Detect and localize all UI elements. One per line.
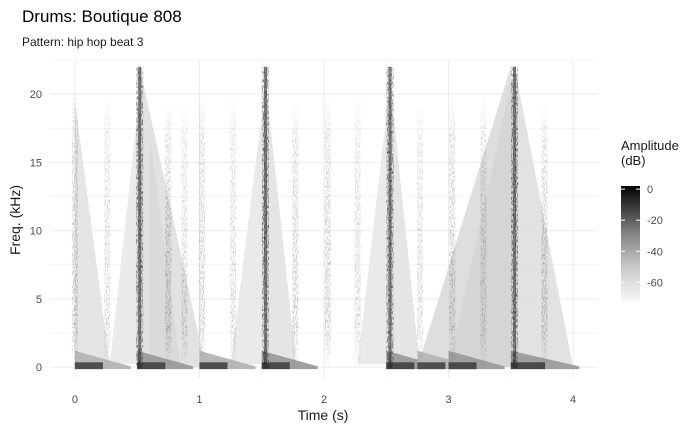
drum-hits bbox=[71, 66, 548, 369]
hat-hit bbox=[230, 94, 237, 369]
hat-hit bbox=[292, 100, 299, 369]
y-axis-label: Freq. (kHz) bbox=[7, 185, 23, 255]
hit-column bbox=[324, 94, 331, 369]
spectral-sweep bbox=[390, 80, 420, 368]
hit-core bbox=[513, 66, 517, 369]
hat-hit bbox=[449, 94, 456, 369]
x-tick-label: 2 bbox=[321, 394, 327, 406]
hit-core bbox=[263, 66, 267, 369]
kick-transient bbox=[417, 362, 446, 370]
x-tick-label: 0 bbox=[72, 394, 78, 406]
hit-column bbox=[71, 87, 78, 369]
chart-title: Drums: Boutique 808 bbox=[22, 7, 182, 26]
legend-tick-label: -60 bbox=[647, 277, 663, 289]
x-axis-ticks: 0 1 2 3 4 bbox=[72, 394, 576, 406]
hit-core bbox=[388, 66, 392, 369]
spectral-sweeps bbox=[74, 66, 574, 368]
hit-column bbox=[181, 100, 188, 369]
spectral-sweep bbox=[109, 94, 140, 365]
y-tick-label: 10 bbox=[30, 226, 42, 238]
hit-column bbox=[165, 100, 172, 369]
snare-hit bbox=[511, 66, 519, 369]
spectral-sweep bbox=[265, 80, 297, 368]
kick-transient bbox=[137, 362, 166, 370]
snare-hit bbox=[261, 66, 269, 369]
kick-transient bbox=[386, 362, 415, 370]
spectral-sweep bbox=[230, 94, 265, 365]
spectral-sweep bbox=[514, 66, 574, 368]
spectral-sweep bbox=[448, 73, 514, 368]
kick-energy bbox=[74, 350, 580, 370]
x-tick-label: 1 bbox=[196, 394, 202, 406]
legend-title-line1: Amplitude bbox=[621, 138, 679, 153]
x-tick-label: 3 bbox=[445, 394, 451, 406]
hit-column bbox=[480, 94, 487, 369]
y-tick-label: 20 bbox=[30, 89, 42, 101]
kick-transient bbox=[448, 362, 477, 370]
spectral-sweep bbox=[357, 94, 389, 365]
legend-tick-label: -20 bbox=[647, 215, 663, 227]
snare-hit bbox=[386, 66, 394, 369]
hit-column bbox=[292, 100, 299, 369]
y-axis-ticks: 0 5 10 15 20 bbox=[30, 89, 42, 374]
hat-hit bbox=[71, 87, 78, 369]
legend-title-line2: (dB) bbox=[621, 153, 646, 168]
hat-hit bbox=[165, 100, 172, 369]
hit-column bbox=[230, 94, 237, 369]
hit-core bbox=[138, 66, 142, 369]
kick-transient bbox=[261, 362, 290, 370]
hat-hit bbox=[104, 94, 111, 369]
hat-hit bbox=[480, 94, 487, 369]
y-tick-label: 0 bbox=[36, 362, 42, 374]
hit-column bbox=[541, 100, 548, 369]
amplitude-legend: Amplitude (dB) 0 -20 -40 -60 bbox=[621, 138, 679, 301]
hit-column bbox=[198, 94, 205, 369]
y-tick-label: 5 bbox=[36, 294, 42, 306]
spectral-sweep bbox=[149, 135, 181, 368]
plot-panel bbox=[50, 59, 598, 378]
hat-hit bbox=[416, 100, 423, 369]
x-axis-label: Time (s) bbox=[298, 407, 349, 423]
hat-hit bbox=[324, 94, 331, 369]
legend-ticks: 0 -20 -40 -60 bbox=[621, 184, 663, 289]
hit-column bbox=[354, 94, 361, 369]
legend-color-bar bbox=[621, 186, 640, 301]
hat-hit bbox=[354, 94, 361, 369]
hit-column bbox=[449, 94, 456, 369]
hit-column bbox=[104, 94, 111, 369]
hat-hit bbox=[541, 100, 548, 369]
legend-tick-label: 0 bbox=[647, 184, 653, 196]
hat-hit bbox=[198, 94, 205, 369]
hit-column bbox=[416, 100, 423, 369]
x-tick-label: 4 bbox=[570, 394, 576, 406]
hat-hit bbox=[181, 100, 188, 369]
kick-transient bbox=[74, 362, 103, 370]
legend-tick-label: -40 bbox=[647, 246, 663, 258]
y-tick-label: 15 bbox=[30, 157, 42, 169]
snare-hit bbox=[136, 66, 144, 369]
chart-subtitle: Pattern: hip hop beat 3 bbox=[22, 35, 144, 49]
spectral-sweep bbox=[74, 100, 110, 365]
kick-transient bbox=[199, 362, 228, 370]
kick-transient bbox=[510, 362, 546, 370]
